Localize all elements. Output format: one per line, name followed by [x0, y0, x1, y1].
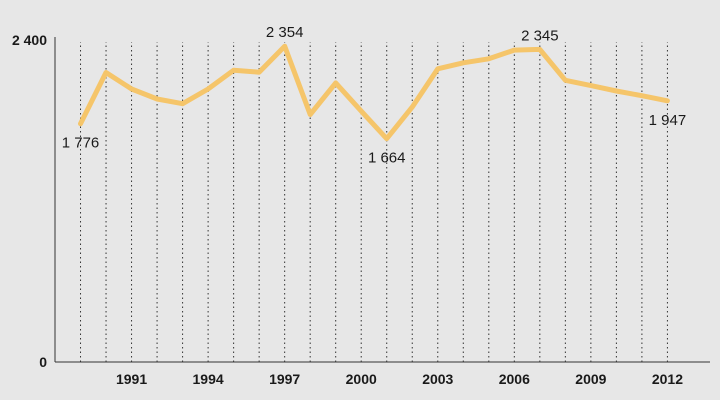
x-tick-label: 1997 [269, 371, 300, 387]
series-line [78, 43, 670, 142]
x-tick-label: 2006 [499, 371, 530, 387]
series-group [78, 43, 670, 142]
x-tick-label: 2012 [652, 371, 683, 387]
data-label: 2 354 [266, 24, 304, 41]
x-tick-label: 1991 [116, 371, 147, 387]
x-tick-label: 2000 [346, 371, 377, 387]
x-tick-label: 1994 [193, 371, 224, 387]
y-tick-label: 0 [39, 354, 47, 370]
data-label: 2 345 [521, 27, 559, 44]
data-label: 1 776 [62, 135, 100, 152]
x-tick-label: 2009 [575, 371, 606, 387]
x-tick-labels: 1991 1994 1997 2000 2003 2006 2009 2012 [116, 371, 683, 387]
y-tick-labels: 0 2 400 [12, 32, 47, 370]
data-label: 1 947 [649, 112, 687, 129]
data-label: 1 664 [368, 150, 406, 167]
y-tick-label: 2 400 [12, 32, 47, 48]
grid-lines [80, 42, 668, 362]
data-labels: 1 776 2 354 1 664 2 345 1 947 [62, 24, 686, 167]
x-tick-label: 2003 [422, 371, 453, 387]
